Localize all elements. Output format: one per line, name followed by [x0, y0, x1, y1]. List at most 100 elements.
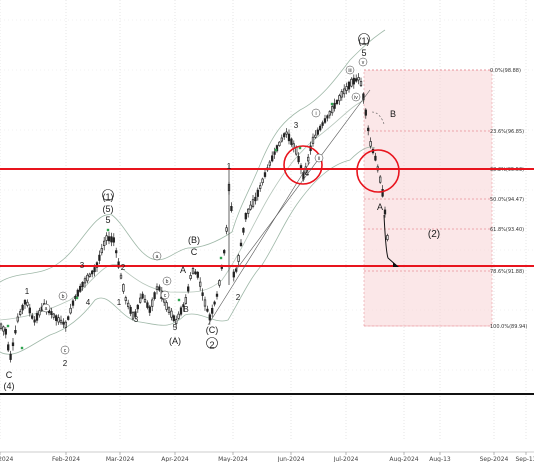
candle-body: [71, 300, 75, 306]
candle-body: [122, 284, 125, 292]
candle-body: [155, 286, 159, 290]
candle-body: [105, 235, 108, 241]
candle-body: [268, 161, 271, 166]
candle-body: [110, 236, 113, 243]
candle-body: [175, 319, 178, 324]
fib-label: 78.6%(91.88): [490, 269, 524, 275]
candle-body: [249, 204, 252, 210]
candle-body: [343, 88, 346, 95]
projection-arrow: [383, 214, 399, 267]
candle-body: [290, 138, 293, 145]
candle-body: [2, 326, 5, 332]
candle-body: [76, 289, 79, 297]
candle-body: [165, 302, 168, 310]
wave-label: (C): [206, 325, 219, 335]
candle-body: [352, 77, 355, 85]
wave-label: 3: [80, 261, 85, 270]
candle-body: [307, 156, 310, 162]
candle-body: [52, 313, 55, 318]
candle-body: [184, 297, 187, 304]
lower-band: [0, 146, 376, 355]
x-tick-label: Mar-2024: [106, 456, 135, 462]
candle-body: [362, 93, 365, 100]
candle-body: [26, 301, 29, 306]
candle-body: [211, 308, 214, 314]
candle-body: [179, 307, 183, 315]
minor-wave-circle: [345, 65, 355, 75]
green-marker: [106, 228, 110, 232]
green-marker: [6, 324, 10, 328]
wave-label: C: [191, 247, 198, 257]
candle-body: [153, 292, 156, 299]
wave-circle: [358, 33, 370, 45]
candle-body: [172, 315, 175, 322]
candle-body: [129, 306, 132, 314]
candle-body: [191, 268, 195, 274]
candle-body: [124, 297, 127, 301]
candle-body: [335, 100, 339, 104]
candle-body: [136, 304, 139, 310]
wave-labels: C(4)1234(1)(5)512345(A)ABC(B)(C)21234(1)…: [4, 33, 440, 391]
wave-label: 5: [173, 323, 178, 332]
candle-body: [367, 127, 370, 132]
candle-body: [117, 261, 120, 268]
candle-body: [230, 205, 233, 212]
wave-label: B: [390, 109, 396, 119]
candle-body: [93, 267, 96, 273]
wave-label: 3: [134, 315, 139, 324]
x-tick-label: Apr-2024: [161, 456, 189, 462]
candle-body: [386, 235, 389, 240]
wave-label: 5: [105, 215, 110, 225]
candle-body: [285, 131, 288, 135]
candle-body: [364, 109, 367, 116]
minor-wave-label: iv: [354, 95, 358, 101]
candle-body: [321, 122, 324, 126]
minor-wave-label: v: [362, 60, 365, 66]
wave-label: C: [6, 370, 13, 380]
minor-wave-circle: [162, 276, 172, 286]
candle-body: [369, 141, 372, 147]
candle-body: [239, 242, 243, 246]
candle-body: [196, 271, 199, 278]
candle-body: [50, 311, 53, 315]
candle-body: [213, 301, 216, 305]
green-marker: [274, 148, 278, 152]
candle-body: [247, 208, 250, 214]
candle-body: [280, 137, 283, 142]
candle-body: [7, 344, 10, 351]
minor-wave-label: i: [315, 111, 316, 117]
candle-body: [59, 319, 63, 324]
candle-body: [314, 134, 317, 138]
candle-body: [359, 80, 363, 87]
minor-wave-label: ii: [318, 156, 320, 162]
candle-body: [91, 270, 94, 275]
candle-body: [57, 317, 60, 323]
candle-body: [225, 227, 228, 232]
minor-wave-circle: [314, 153, 324, 163]
wave-label: 2: [209, 340, 214, 350]
candle-body: [206, 308, 209, 312]
candle-body: [182, 304, 185, 308]
candle-body: [131, 312, 135, 320]
candle-body: [86, 274, 89, 282]
candle-body: [177, 313, 180, 319]
candle-body: [28, 307, 31, 314]
candle-body: [271, 155, 274, 162]
candle-body: [208, 314, 211, 321]
wave-label: (1): [103, 192, 114, 202]
wave-label: 3: [294, 121, 299, 130]
candle-body: [333, 102, 336, 109]
candle-body: [199, 281, 202, 287]
wave-label: 5: [361, 48, 366, 58]
wave-label: 2: [236, 293, 241, 302]
candle-body: [331, 106, 334, 114]
candle-body: [187, 286, 190, 292]
wave-circle: [206, 337, 218, 349]
wave-label: 2: [63, 359, 68, 368]
candle-body: [328, 111, 331, 116]
candle-body: [167, 307, 171, 313]
fib-label: 50.0%(94.47): [490, 197, 524, 203]
candle-body: [263, 172, 267, 177]
x-tick-label: Aug-13: [429, 456, 451, 462]
